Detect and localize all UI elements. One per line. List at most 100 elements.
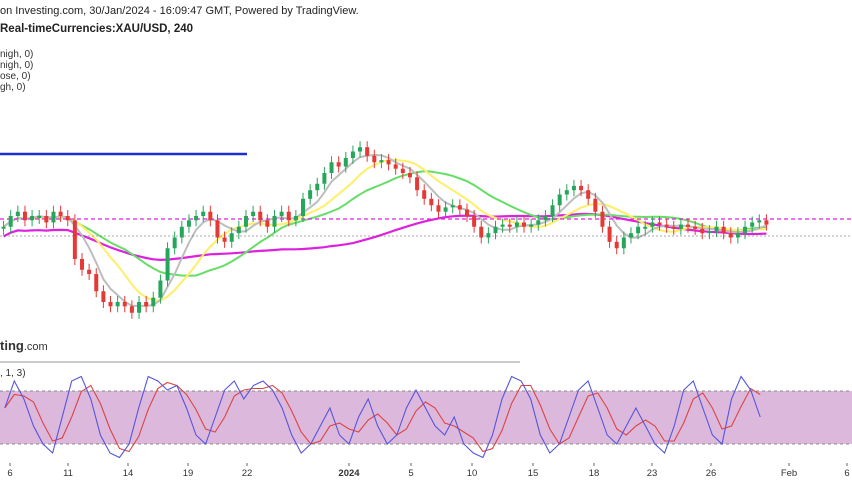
candle-body: [607, 226, 612, 242]
x-tick-label: 23: [646, 468, 658, 479]
x-tick-label: 26: [705, 468, 717, 479]
indicator-label-1: nigh, 0): [0, 49, 34, 60]
stochastic-k-line: [4, 375, 761, 459]
candle-body: [407, 173, 412, 178]
candle-body: [664, 224, 669, 227]
candle-body: [58, 211, 63, 216]
x-tick-label: 14: [122, 468, 134, 479]
instrument-line: Real-timeCurrencies:XAU/USD, 240: [0, 23, 194, 35]
indicator-label-2: nigh, 0): [0, 60, 34, 71]
x-tick-label: 15: [527, 468, 539, 479]
candle-body: [436, 205, 441, 212]
candle-body: [329, 162, 334, 173]
candle-body: [265, 220, 270, 227]
x-tick-label: 2024: [338, 468, 360, 479]
candle-body: [308, 190, 313, 199]
candle-body: [657, 222, 662, 225]
candle-body: [72, 220, 77, 259]
candle-body: [593, 198, 598, 212]
candle-body: [122, 302, 127, 307]
sma-mid-line: [2, 158, 767, 302]
candle-body: [172, 237, 177, 249]
candle-body: [743, 226, 748, 234]
x-tick-label: 19: [182, 468, 194, 479]
candle-body: [365, 147, 370, 156]
candle-body: [493, 226, 498, 234]
candle-body: [108, 302, 113, 307]
stochastic-band: [0, 391, 852, 444]
candle-body: [194, 216, 199, 221]
candle-body: [8, 216, 13, 227]
x-tick-label: Feb: [780, 468, 798, 479]
candle-body: [400, 168, 405, 173]
candle-body: [636, 226, 641, 234]
candle-body: [422, 190, 427, 199]
watermark: ting.com: [0, 338, 48, 353]
candle-body: [87, 269, 92, 275]
candle-body: [700, 228, 705, 234]
candle-body: [186, 220, 191, 227]
x-tick-label: 18: [588, 468, 600, 479]
candle-body: [678, 224, 683, 229]
candle-body: [229, 233, 234, 242]
candle-body: [201, 211, 206, 216]
candle-body: [650, 222, 655, 227]
candle-body: [443, 207, 448, 212]
watermark-main: ting: [0, 338, 24, 353]
candle-body: [450, 205, 455, 208]
candle-body: [51, 211, 56, 223]
x-tick-label: 22: [241, 468, 253, 479]
candle-body: [735, 233, 740, 238]
candle-body: [514, 222, 519, 227]
candle-body: [350, 151, 355, 158]
candle-body: [714, 226, 719, 232]
candle-body: [144, 302, 149, 307]
candle-body: [721, 226, 726, 234]
candle-body: [628, 233, 633, 238]
candle-body: [358, 147, 363, 152]
stochastic-label: , 1, 3): [0, 368, 26, 379]
candle-body: [293, 216, 298, 221]
indicator-label-4: gh, 0): [0, 82, 26, 93]
candle-body: [757, 220, 762, 223]
candle-body: [571, 185, 576, 191]
candle-body: [258, 211, 263, 221]
candle-body: [179, 226, 184, 238]
x-tick-label: 5: [408, 468, 414, 479]
candle-body: [379, 160, 384, 163]
candle-body: [15, 211, 20, 216]
candle-body: [621, 237, 626, 249]
candle-body: [79, 259, 84, 270]
candle-body: [614, 241, 619, 249]
candle-body: [472, 216, 477, 227]
candle-body: [522, 222, 527, 227]
candle-body: [686, 224, 691, 227]
candle-body: [728, 233, 733, 238]
candle-body: [115, 302, 120, 307]
candle-body: [707, 231, 712, 234]
candle-body: [671, 226, 676, 229]
candle-body: [564, 190, 569, 195]
sma-fast-line: [2, 153, 767, 307]
candle-body: [222, 237, 227, 242]
candle-body: [129, 306, 134, 313]
candle-body: [343, 157, 348, 167]
indicator-label-3: ose, 0): [0, 71, 31, 82]
candle-body: [301, 198, 306, 216]
source-line: on Investing.com, 30/Jan/2024 - 16:09:47…: [0, 5, 359, 17]
candle-body: [37, 216, 42, 218]
candle-body: [215, 220, 220, 238]
candle-body: [486, 233, 491, 238]
candle-body: [536, 220, 541, 225]
candle-body: [336, 162, 341, 167]
x-tick-label: 6: [844, 468, 850, 479]
candle-body: [322, 173, 327, 184]
x-tick-label: 10: [466, 468, 478, 479]
candle-body: [236, 226, 241, 234]
candle-body: [272, 216, 277, 227]
candle-body: [750, 222, 755, 227]
candle-body: [500, 224, 505, 227]
candle-body: [65, 216, 70, 221]
candle-body: [764, 220, 769, 225]
